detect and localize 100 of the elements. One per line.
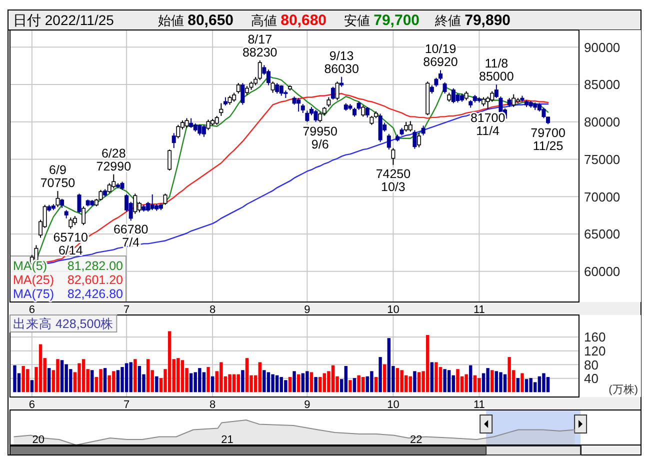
x-tick-label: 7 [123,304,130,316]
bar [529,378,532,392]
candlestick [361,104,366,118]
bar [417,372,421,392]
bar [284,380,288,392]
y-tick-label: 40 [584,371,598,386]
bar [296,374,300,392]
annotation: 9/13 86030 [324,48,360,76]
bar [306,371,309,392]
bar [344,366,348,392]
candlestick [378,113,382,143]
bar [469,365,472,392]
bar [241,370,244,392]
bar [443,369,446,392]
text: 高値 80,680 [251,12,327,29]
bar [168,331,172,392]
bar [103,368,107,392]
candlestick [206,119,210,131]
bar [357,375,360,392]
bar [387,338,391,392]
candlestick [438,70,443,81]
bar [228,374,232,392]
bar [288,377,292,392]
candlestick [330,86,335,100]
text: MA(75) 82,426.80 [13,287,124,301]
bar [542,373,546,392]
x-tick-label: 21 [221,434,234,446]
bar [189,373,193,392]
bar [292,371,296,392]
bar [180,360,184,392]
y-axis-title: (万株) [608,383,638,396]
series-label: MA(25) 82,601.20 [13,273,124,287]
bar [176,358,180,392]
annotation: 6/28 72990 [96,146,132,174]
bar [236,374,240,392]
y-tick-label: 65000 [584,226,620,242]
candlestick [442,82,447,94]
x-tick-label: 8 [210,399,216,411]
candlestick [417,132,422,148]
candlestick [421,125,426,136]
candlestick [326,96,331,108]
bar [262,370,266,392]
text: 終値 79,890 [434,12,511,29]
candlestick [202,124,206,138]
bar [232,374,236,392]
bar [155,376,158,392]
bar [258,362,262,392]
bar [220,362,223,392]
bar [64,364,68,392]
x-tick-label: 10 [387,304,400,316]
bar [30,380,34,392]
annotation: 79950 9/6 [302,124,338,152]
bar [134,359,137,392]
candlestick [494,84,498,98]
bar [146,359,150,392]
candlestick [542,107,546,119]
bar [473,375,477,392]
candlestick [176,124,180,139]
candlestick [275,82,280,94]
bar [478,378,481,392]
candlestick [198,124,202,136]
y-tick-label: 120 [584,344,606,359]
bar [198,368,202,392]
text: 始値 80,650 [158,12,234,29]
candlestick [266,69,270,86]
bar [486,368,490,392]
bar [271,374,274,392]
y-tick-label: 70000 [584,189,620,204]
text: 安値 79,700 [344,12,420,29]
x-tick-label: 8 [210,304,216,316]
bar [82,359,86,392]
bar [383,364,386,392]
bar [314,377,318,392]
bar [538,376,542,392]
bar [275,375,279,392]
candlestick [189,118,194,128]
bar [138,366,142,392]
bar [456,369,460,392]
bar [129,362,132,392]
chart-title: 出来高 428,500株 [13,316,114,331]
candlestick [270,81,275,94]
bar [520,373,524,392]
annotation: 79700 11/25 [530,126,566,154]
candlestick [335,81,340,101]
bar [546,377,550,392]
annotation: 74250 10/3 [376,166,411,194]
bar [318,377,322,392]
bar [396,368,400,392]
bar [331,365,335,392]
bar [202,372,206,392]
bar [378,357,382,392]
candlestick [408,120,412,132]
x-tick-label: 11 [474,304,485,316]
bar [408,376,412,392]
bar [464,374,468,392]
bar [124,363,128,392]
y-tick-label: 90000 [584,40,620,55]
x-tick-label: 6 [28,304,35,316]
candlestick [133,193,138,214]
bar [374,377,378,392]
